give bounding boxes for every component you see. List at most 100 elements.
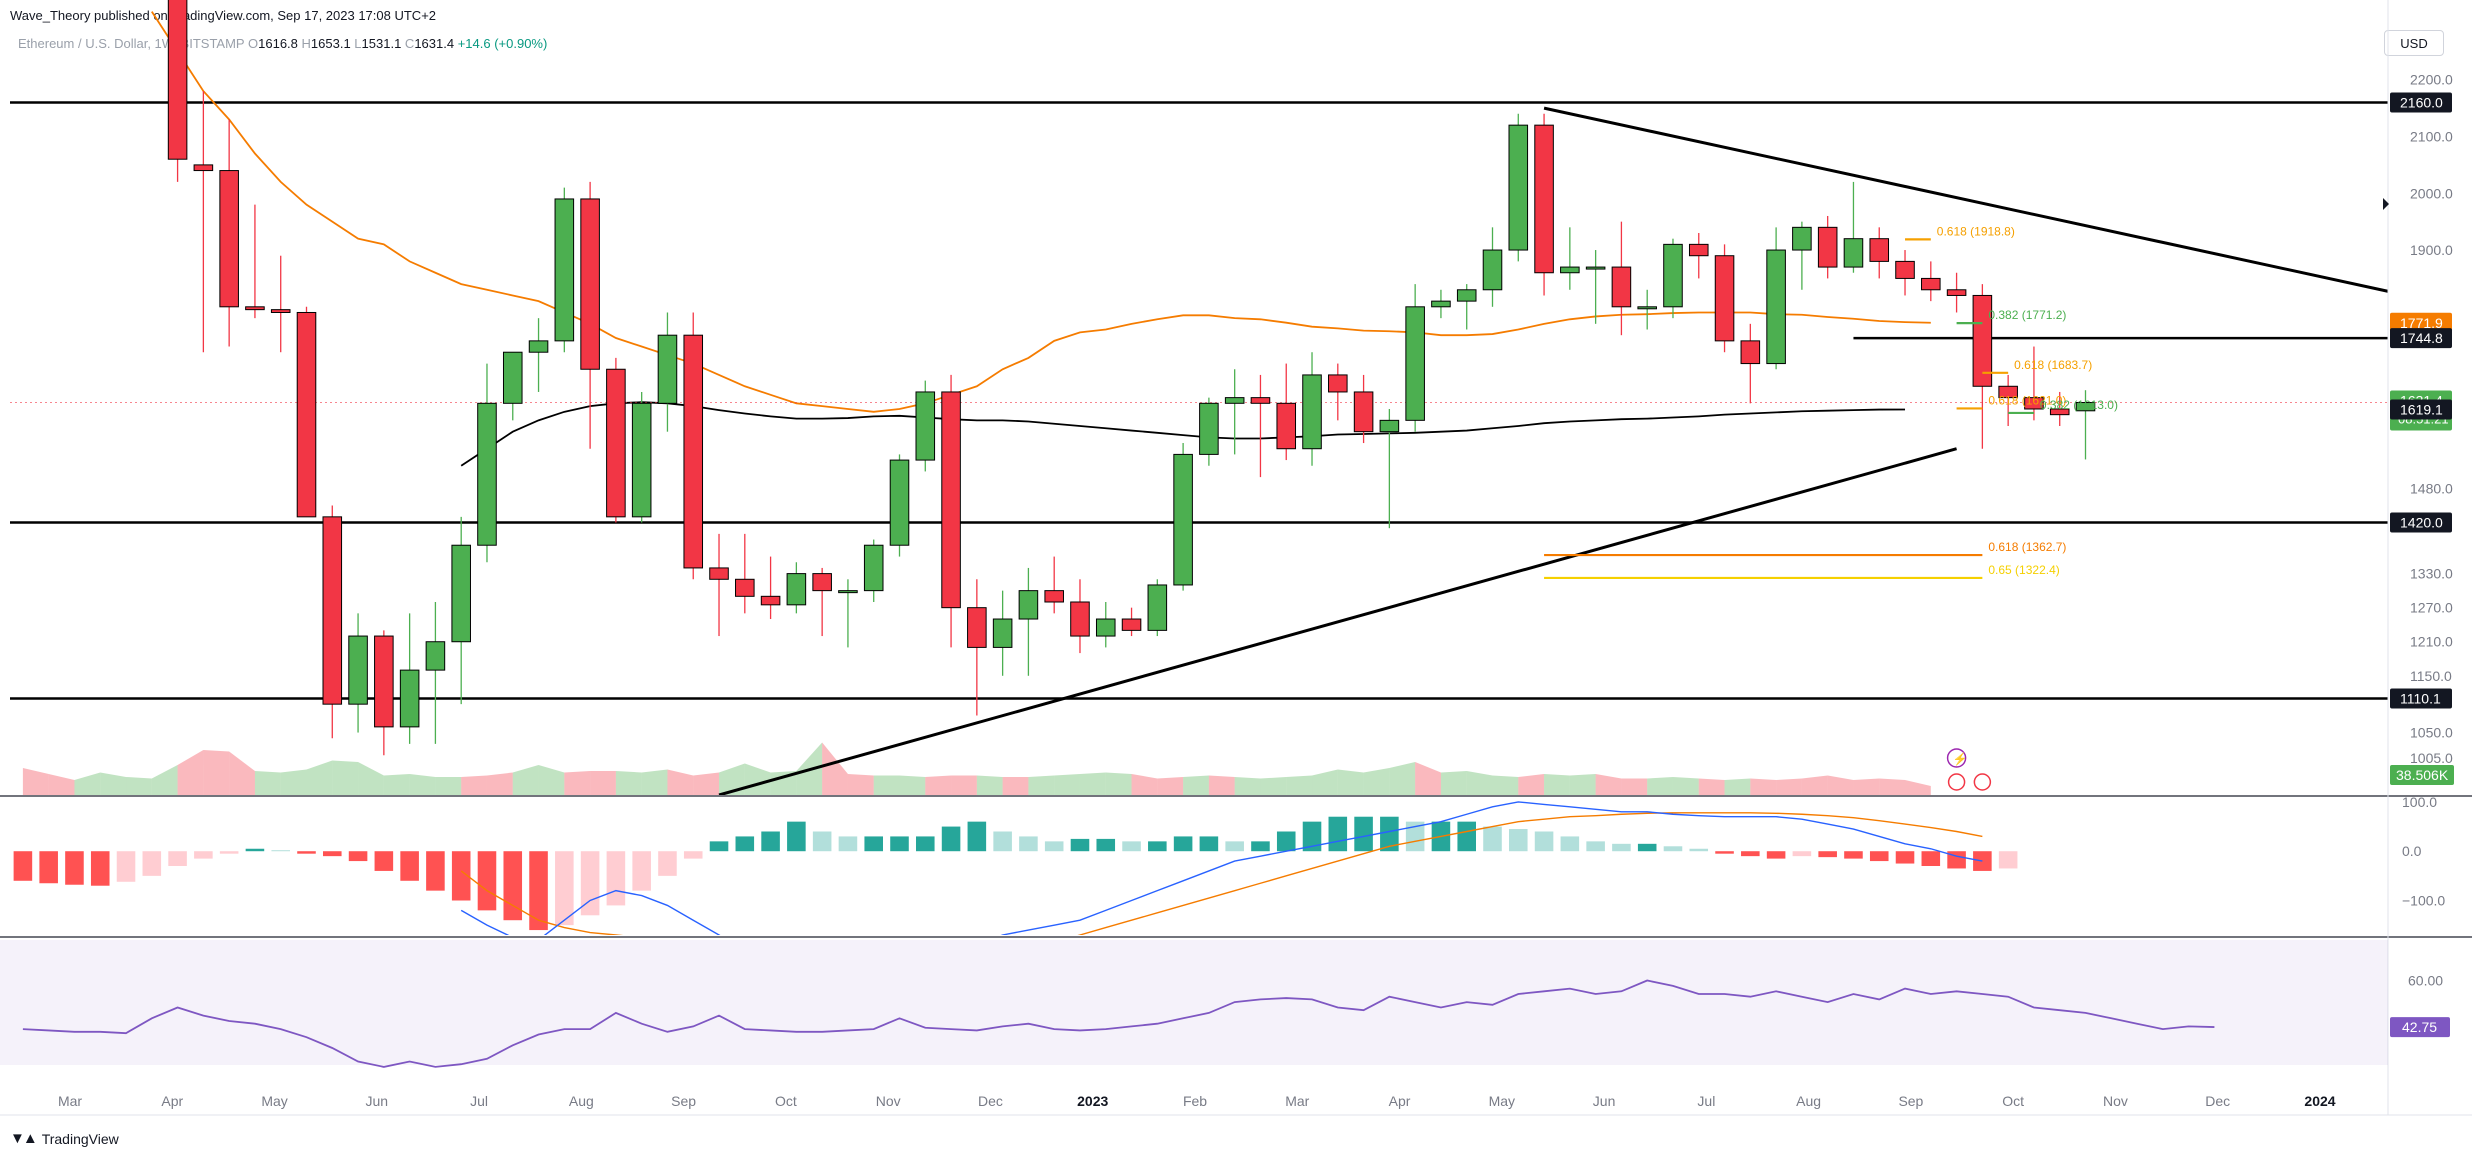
candle-down bbox=[1328, 374, 1348, 393]
candle-up bbox=[1147, 584, 1168, 631]
macd-histogram-bar bbox=[1483, 826, 1502, 852]
us-flag-event-icon bbox=[1947, 773, 1966, 791]
x-axis-tick: Oct bbox=[2002, 1093, 2024, 1109]
candle-up bbox=[657, 334, 678, 404]
price-axis-label-bg bbox=[2390, 312, 2452, 333]
macd-pane bbox=[13, 801, 2018, 935]
price-axis-label: 1420.0 bbox=[2400, 515, 2443, 531]
macd-histogram-bar bbox=[13, 851, 33, 881]
candle-up bbox=[1637, 306, 1657, 310]
price-axis-tick: 1005.0 bbox=[2410, 750, 2453, 766]
fib-level-label: 0.618 (1683.7) bbox=[2014, 358, 2092, 372]
fib-level-label: 0.618 (1918.8) bbox=[1937, 224, 2015, 238]
volume-area bbox=[1389, 762, 1416, 795]
macd-histogram-bar bbox=[271, 850, 290, 852]
price-pane: 0.618 (1918.8) 0.382 (1771.2) 0.618 (1683.… bbox=[10, 0, 2388, 795]
macd-histogram-bar bbox=[1457, 821, 1476, 852]
fib-level-label: 0.618 (1621.0) bbox=[1988, 393, 2066, 407]
candle-down bbox=[1921, 277, 1941, 291]
volume-area bbox=[847, 774, 874, 795]
candle-up bbox=[1379, 419, 1400, 433]
volume-area bbox=[1002, 777, 1029, 795]
x-axis-tick: Nov bbox=[2103, 1093, 2128, 1109]
price-axis-tick: 1210.0 bbox=[2410, 634, 2453, 650]
rsi-line bbox=[22, 979, 2215, 1068]
sma50-line bbox=[151, 11, 1931, 413]
macd-histogram-bar bbox=[1019, 836, 1038, 852]
candle-up bbox=[1508, 124, 1529, 251]
macd-histogram-bar bbox=[1173, 836, 1193, 852]
macd-histogram-bar bbox=[555, 851, 574, 926]
price-axis-tick: 1900.0 bbox=[2410, 242, 2453, 258]
volume-area bbox=[1415, 762, 1441, 795]
fib-level-label: 0.382 (1771.2) bbox=[1988, 308, 2066, 322]
macd-histogram-bar bbox=[735, 836, 755, 852]
macd-histogram-bar bbox=[1689, 848, 1709, 852]
macd-histogram-bar bbox=[1869, 851, 1889, 862]
candle-up bbox=[1199, 402, 1219, 455]
volume-area bbox=[1363, 768, 1390, 795]
candle-down bbox=[193, 164, 214, 172]
price-axis-label-bg bbox=[2390, 328, 2452, 349]
volume-area bbox=[1698, 778, 1725, 795]
volume-area bbox=[873, 775, 900, 795]
candle-down bbox=[1276, 402, 1297, 450]
candle-down bbox=[270, 309, 291, 313]
candle-up bbox=[1843, 238, 1864, 268]
macd-histogram-bar bbox=[1148, 841, 1167, 852]
x-axis-tick: Jul bbox=[470, 1093, 488, 1109]
low-key: L bbox=[354, 36, 362, 51]
macd-histogram-bar bbox=[1405, 821, 1425, 852]
candle-down bbox=[1817, 226, 1838, 268]
macd-histogram-bar bbox=[683, 851, 703, 859]
volume-area bbox=[951, 775, 977, 795]
currency-button[interactable]: USD bbox=[2384, 30, 2444, 56]
candle-up bbox=[1766, 249, 1786, 365]
macd-histogram-bar bbox=[1741, 851, 1760, 857]
volume-area bbox=[461, 775, 487, 795]
candle-up bbox=[399, 669, 420, 728]
x-axis-tick: Aug bbox=[1796, 1093, 1821, 1109]
volume-area bbox=[1054, 774, 1080, 795]
volume-area bbox=[1183, 775, 1209, 795]
volume-area bbox=[1621, 778, 1648, 795]
macd-histogram-bar bbox=[194, 851, 213, 859]
price-axis-label: 1619.1 bbox=[2400, 401, 2443, 417]
rsi-axis-label: 42.75 bbox=[2402, 1019, 2437, 1035]
volume-area bbox=[590, 771, 616, 795]
macd-histogram-bar bbox=[1096, 838, 1116, 852]
volume-area bbox=[693, 772, 720, 795]
candle-up bbox=[1663, 243, 1683, 308]
volume-area bbox=[1672, 777, 1699, 795]
macd-histogram-bar bbox=[658, 851, 677, 876]
macd-histogram-bar bbox=[168, 851, 187, 866]
volume-area bbox=[280, 769, 307, 795]
candle-up bbox=[348, 635, 368, 705]
us-flag-event-icon bbox=[1973, 773, 1992, 791]
macd-histogram-bar bbox=[90, 851, 110, 886]
candle-up bbox=[1405, 306, 1425, 421]
price-axis-label: 2160.0 bbox=[2400, 94, 2443, 110]
volume-area bbox=[1750, 778, 1777, 795]
lightning-event-glyph: ⚡ bbox=[1953, 752, 1968, 766]
candle-up bbox=[451, 544, 471, 643]
candle-down bbox=[1070, 601, 1090, 637]
volume-area bbox=[1801, 775, 1828, 795]
macd-histogram-bar bbox=[142, 851, 162, 876]
candle-down bbox=[1688, 243, 1709, 257]
macd-histogram-bar bbox=[1921, 851, 1941, 866]
x-axis-tick: Apr bbox=[1389, 1093, 1411, 1109]
candle-up bbox=[838, 590, 858, 594]
macd-histogram-bar bbox=[1998, 851, 2018, 869]
macd-histogram-bar bbox=[1560, 836, 1580, 852]
macd-histogram-bar bbox=[1586, 841, 1605, 852]
volume-area bbox=[1234, 777, 1261, 795]
rsi-band bbox=[0, 940, 2388, 1065]
candle-down bbox=[1353, 391, 1374, 433]
tradingview-logo-icon: ▼▲ bbox=[10, 1130, 38, 1147]
volume-area bbox=[100, 772, 127, 795]
chevron-right-icon bbox=[2383, 198, 2389, 210]
volume-area bbox=[1260, 777, 1287, 795]
volume-area bbox=[1544, 774, 1570, 795]
